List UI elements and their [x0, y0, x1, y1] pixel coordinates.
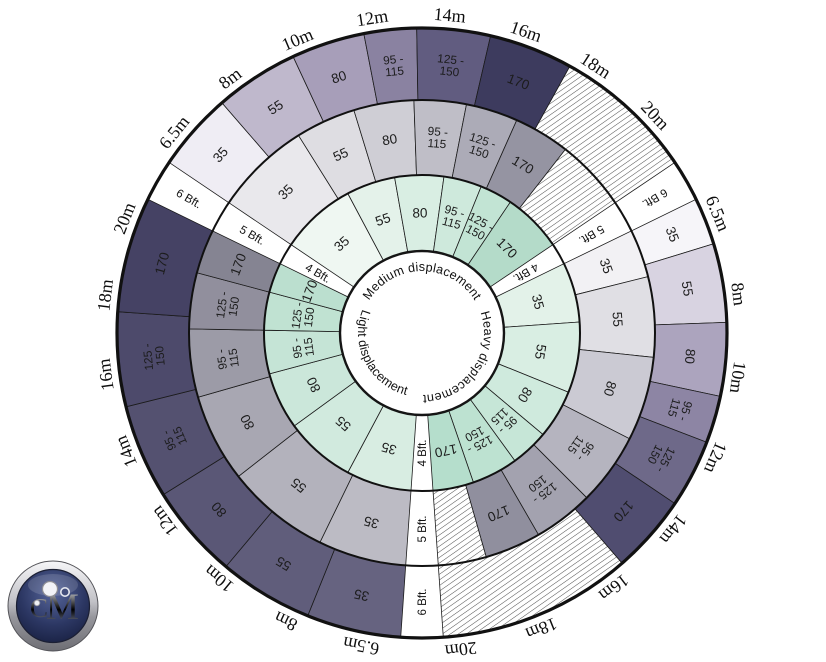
cell-value: 170	[152, 251, 172, 277]
wind-force-label: 6 Bft.	[174, 187, 204, 212]
cell-value: 80	[515, 384, 536, 405]
cell-value: 35	[597, 256, 616, 275]
cell-value: 125 -150	[213, 291, 242, 321]
cell-value: 80	[208, 499, 229, 520]
cell-value: 80	[381, 131, 398, 148]
cell-value: 125 -150	[288, 301, 317, 331]
cell-value: 95 -115	[158, 424, 190, 453]
logo-bubble-large	[41, 580, 59, 598]
cell-value: 80	[329, 68, 348, 87]
wind-force-label: 4 Bft.	[416, 439, 429, 466]
cell-value: 95 -115	[426, 124, 448, 152]
wind-force-label: 6 Bft.	[640, 186, 670, 211]
logo-letter-c: C	[30, 593, 48, 623]
cell-value: 35	[352, 586, 370, 604]
cell-value: 55	[532, 343, 549, 360]
length-label-medium: 12m	[355, 6, 390, 31]
cm-logo: C M	[7, 560, 99, 652]
cell-value: 80	[237, 412, 257, 432]
length-label-light: 6.5m	[341, 633, 381, 660]
cell-value: 170	[227, 251, 249, 277]
center-circle	[338, 249, 506, 417]
cell-value: 35	[362, 513, 380, 531]
ring-outline-middle	[188, 99, 656, 567]
logo-face	[15, 568, 91, 644]
cell-value: 95 -115	[213, 347, 241, 371]
cell-value: 95 -115	[665, 396, 696, 423]
cell-value: 170	[299, 278, 321, 304]
cell-value: 80	[304, 375, 324, 395]
length-label-heavy: 8m	[727, 281, 750, 306]
length-label-medium: 14m	[433, 4, 467, 27]
cell-value: 55	[609, 311, 625, 327]
cell-value: 95 -115	[382, 52, 405, 80]
cell-value: 125 -150	[464, 130, 498, 163]
cell-value: 125 -150	[435, 51, 465, 80]
cell-value: 95 -115	[289, 336, 317, 359]
logo-bubble-tiny	[33, 599, 41, 607]
ring-outline-outer	[115, 26, 729, 640]
cell-value: 80	[682, 348, 698, 364]
cell-value: 55	[265, 97, 286, 118]
cell-value: 35	[529, 293, 547, 311]
cell-value: 125 -150	[140, 342, 168, 371]
length-label-light: 16m	[94, 357, 118, 391]
wind-force-label: 5 Bft.	[237, 223, 267, 248]
cell-value: 35	[380, 439, 399, 458]
cell-value: 55	[373, 210, 392, 229]
cell-value: 80	[412, 205, 427, 220]
cell-value: 35	[331, 233, 352, 254]
cell-value: 35	[210, 144, 231, 165]
logo-bubble-small	[60, 586, 70, 597]
cell-value: 170	[433, 441, 458, 460]
length-label-light: 18m	[93, 278, 117, 312]
ring-outline-inner	[263, 174, 581, 492]
length-label-heavy: 20m	[444, 638, 478, 662]
length-label-heavy: 10m	[726, 360, 750, 394]
cell-value: 55	[679, 280, 696, 297]
cell-value: 35	[663, 225, 682, 244]
cell-value: 55	[288, 475, 309, 496]
wind-force-label: 5 Bft.	[416, 515, 429, 542]
cell-value: 55	[331, 145, 351, 165]
cell-value: 80	[601, 379, 620, 398]
wind-force-label: 6 Bft.	[416, 588, 429, 615]
cell-value: 55	[333, 413, 354, 434]
cell-value: 55	[273, 553, 294, 574]
cell-value: 95 -115	[440, 202, 466, 232]
